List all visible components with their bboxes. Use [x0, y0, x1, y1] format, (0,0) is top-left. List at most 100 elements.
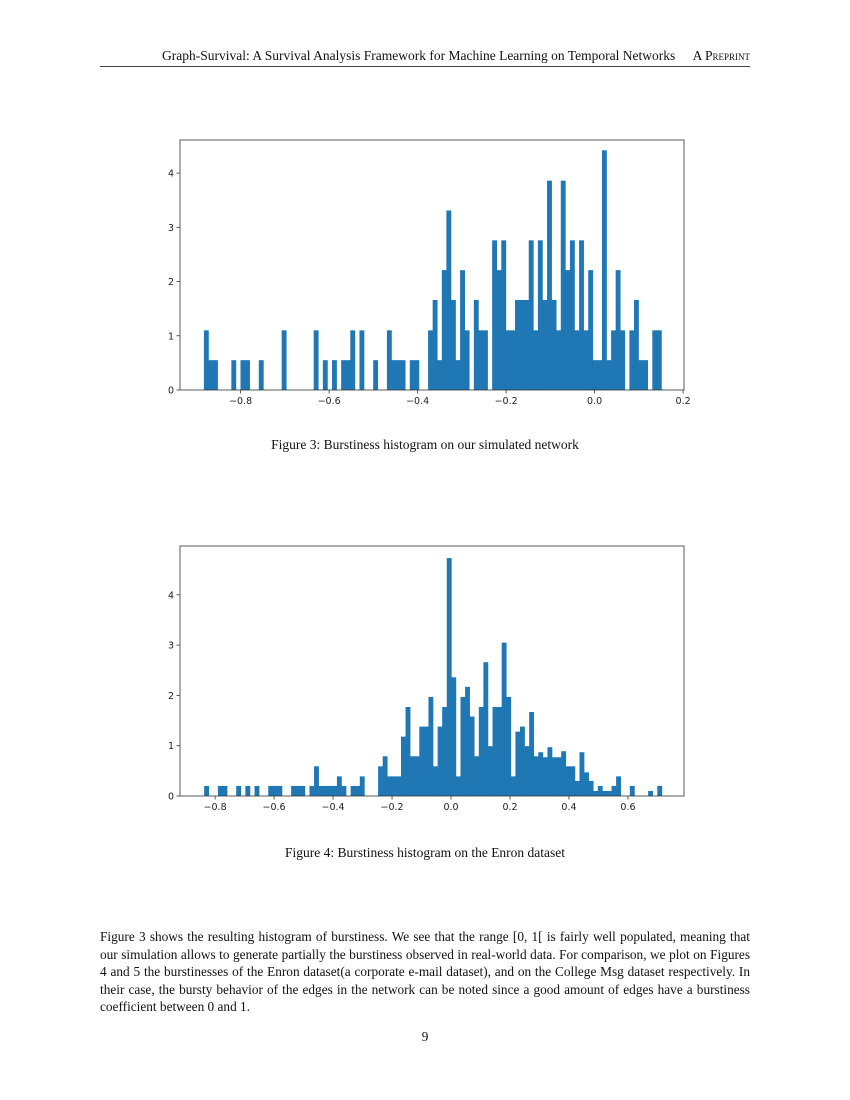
- x-tick-label: −0.8: [204, 802, 227, 813]
- histogram-bar: [542, 299, 548, 390]
- histogram-bar: [611, 785, 617, 796]
- histogram-bar: [318, 785, 324, 796]
- histogram-bar: [350, 785, 356, 796]
- histogram-bar: [483, 662, 489, 796]
- histogram-bar: [341, 785, 347, 796]
- histogram-bar: [437, 726, 443, 796]
- histogram-bar: [291, 785, 297, 796]
- histogram-bar: [497, 706, 502, 796]
- y-tick-label: 1: [168, 331, 174, 342]
- histogram-bar: [414, 756, 420, 796]
- histogram-bar: [295, 785, 301, 796]
- histogram-bar: [656, 330, 662, 390]
- histogram-bar: [602, 790, 608, 796]
- y-tick-label: 1: [168, 741, 174, 752]
- histogram-bar: [217, 785, 223, 796]
- histogram-bar: [469, 716, 475, 796]
- histogram-bar: [378, 766, 383, 796]
- histogram-bar: [396, 360, 401, 390]
- histogram-bar: [359, 330, 365, 390]
- histogram-bar: [552, 757, 557, 796]
- histogram-bar: [428, 696, 434, 796]
- histogram-bar: [387, 776, 393, 796]
- histogram-bar: [547, 747, 553, 796]
- histogram-bar: [638, 360, 644, 390]
- histogram-bar: [373, 360, 379, 390]
- histogram-bar: [592, 360, 598, 390]
- figure-3-histogram: −0.8 −0.6 −0.4 −0.2 0.0 0.2 0 1 2 3 4: [168, 139, 691, 407]
- histogram-bar: [359, 776, 365, 796]
- histogram-bar: [455, 776, 461, 796]
- histogram-bar: [396, 776, 402, 796]
- figure-4-caption: Figure 4: Burstiness histogram on the En…: [284, 845, 566, 860]
- histogram-bar: [281, 330, 287, 390]
- histogram-bar: [556, 757, 562, 796]
- histogram-bar: [482, 330, 488, 390]
- histogram-bar: [428, 330, 433, 390]
- y-tick-label: 3: [168, 223, 174, 234]
- figure-4-histogram: −0.8 −0.6 −0.4 −0.2 0.0 0.2 0.4 0.6 0 1 2 3 4: [168, 545, 685, 813]
- histogram-bar: [460, 270, 465, 390]
- histogram-bar: [542, 757, 548, 796]
- histogram-bar: [560, 180, 566, 390]
- histogram-bar: [583, 330, 589, 390]
- histogram-bar: [272, 785, 278, 796]
- histogram-bar: [386, 330, 392, 390]
- histogram-bar: [565, 270, 571, 390]
- histogram-bar: [277, 785, 283, 796]
- histogram-bar: [515, 299, 520, 390]
- histogram-bar: [501, 240, 507, 390]
- histogram-bar: [533, 330, 539, 390]
- histogram-bar: [300, 785, 306, 796]
- histogram-bar: [391, 776, 397, 796]
- plot-frame: [179, 545, 685, 797]
- histogram-bar: [570, 766, 576, 796]
- histogram-bar: [547, 180, 552, 390]
- histogram-bar: [510, 330, 516, 390]
- histogram-bar: [313, 330, 319, 390]
- histogram-bar: [478, 330, 484, 390]
- histogram-bar: [533, 756, 539, 796]
- x-tick-label: 0.0: [443, 802, 458, 813]
- histogram-bar: [574, 780, 580, 796]
- histogram-bar: [391, 360, 397, 390]
- histogram-bar: [322, 360, 328, 390]
- y-tick-label: 4: [168, 169, 174, 180]
- histogram-bar: [629, 785, 635, 796]
- histogram-bar: [593, 790, 599, 796]
- histogram-bar: [460, 696, 466, 796]
- histogram-bar: [487, 746, 493, 796]
- histogram-bar: [355, 785, 361, 796]
- histogram-bar: [245, 360, 250, 390]
- histogram-bar: [432, 299, 438, 390]
- histogram-bar: [574, 330, 580, 390]
- y-tick-label: 0: [168, 386, 174, 397]
- histogram-bar: [336, 776, 342, 796]
- histogram-bar: [588, 780, 594, 796]
- histogram-bar: [615, 270, 621, 390]
- x-tick-label: −0.4: [406, 396, 429, 407]
- histogram-bar: [538, 752, 544, 796]
- x-tick-label: 0.6: [620, 802, 635, 813]
- histogram-bar: [451, 677, 457, 796]
- histogram-bar: [450, 299, 456, 390]
- histogram-bar: [465, 686, 470, 796]
- histogram-bar: [350, 330, 356, 390]
- histogram-bar: [629, 330, 635, 390]
- histogram-bar: [258, 360, 264, 390]
- histogram-bar: [414, 360, 420, 390]
- histogram-bar: [268, 785, 274, 796]
- running-header: Graph-Survival: A Survival Analysis Fram…: [100, 46, 750, 67]
- x-tick-label: 0.0: [587, 396, 602, 407]
- histogram-bar: [519, 726, 525, 796]
- histogram-bar: [584, 772, 589, 796]
- histogram-bar: [648, 790, 654, 796]
- histogram-bar: [332, 360, 337, 390]
- histogram-bar: [245, 785, 251, 796]
- body-paragraph: Figure 3 shows the resulting histogram o…: [100, 929, 750, 1015]
- histogram-bar: [204, 785, 210, 796]
- histogram-bar: [633, 299, 639, 390]
- plot-frame: [179, 139, 685, 391]
- y-tick-label: 2: [168, 691, 174, 702]
- histogram-bar: [341, 360, 347, 390]
